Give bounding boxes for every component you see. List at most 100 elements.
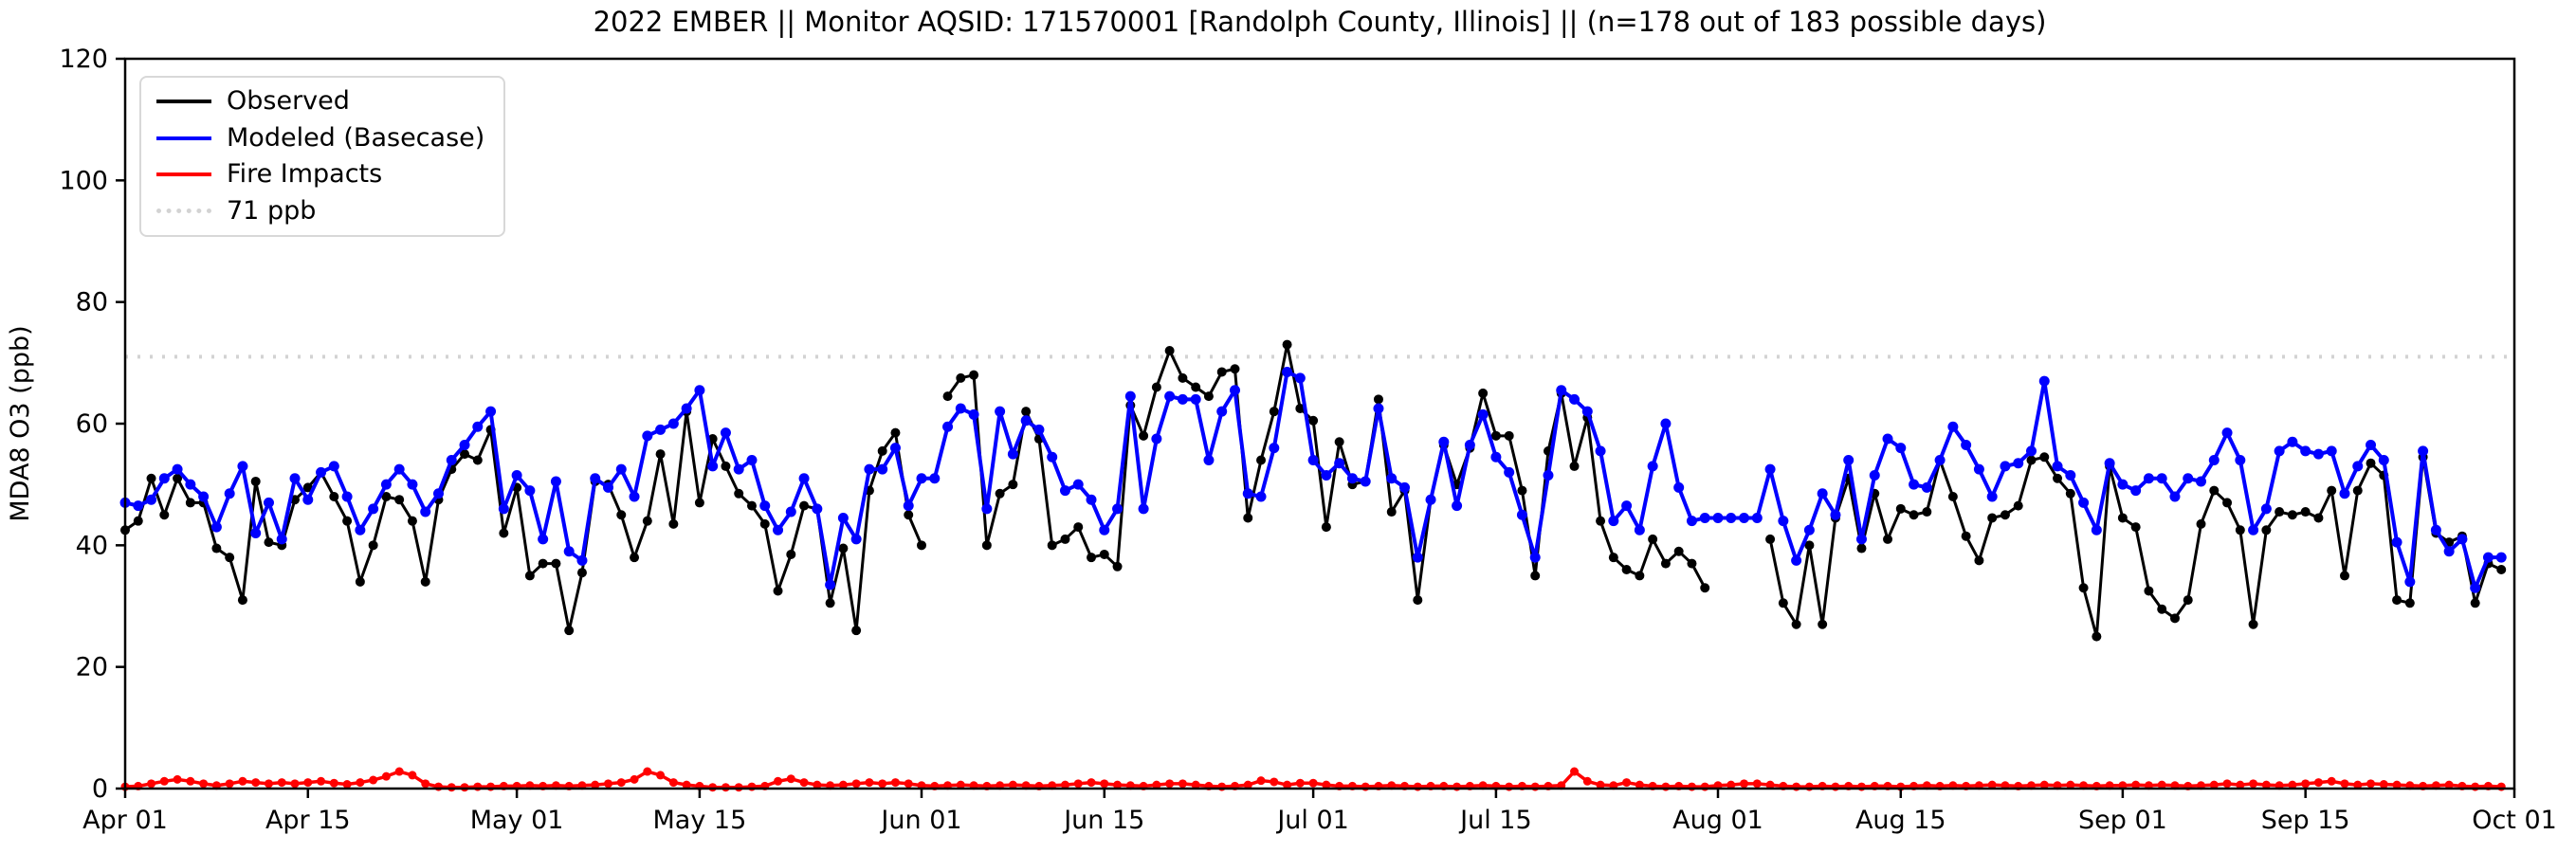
fire-impacts-series-marker — [394, 767, 404, 776]
observed-series-marker — [668, 518, 679, 529]
modeled-basecase--series-marker — [2013, 458, 2024, 469]
fire-impacts-series-marker — [708, 783, 718, 792]
observed-series-marker — [551, 558, 561, 569]
fire-impacts-series-marker — [2392, 780, 2402, 789]
fire-impacts-series-marker — [1570, 767, 1580, 776]
observed-series-marker — [1008, 480, 1018, 490]
x-tick-label: Aug 01 — [1672, 806, 1763, 835]
modeled-basecase--series-marker — [446, 455, 457, 465]
modeled-basecase--series-marker — [2391, 536, 2402, 548]
modeled-basecase--series-marker — [1778, 516, 1789, 527]
modeled-basecase--series-marker — [1386, 473, 1398, 484]
y-tick-label: 20 — [76, 653, 108, 682]
y-tick-label: 60 — [76, 409, 108, 439]
modeled-basecase--series-marker — [2312, 448, 2324, 460]
fire-impacts-series-marker — [199, 779, 209, 789]
observed-series-marker — [917, 540, 926, 551]
modeled-basecase--series-marker — [1490, 451, 1502, 463]
fire-impacts-series-marker — [1060, 780, 1069, 789]
modeled-basecase--series-marker — [172, 463, 183, 475]
observed-series-marker — [1621, 565, 1632, 574]
modeled-basecase--series-marker — [538, 534, 549, 545]
modeled-basecase--series-marker — [850, 534, 862, 545]
modeled-basecase--series-marker — [615, 463, 627, 475]
modeled-basecase--series-marker — [341, 491, 353, 502]
observed-series-marker — [1295, 403, 1306, 413]
observed-series-marker — [1700, 583, 1710, 593]
fire-impacts-series-marker — [173, 774, 182, 784]
observed-series-line — [1768, 455, 2502, 639]
observed-series-marker — [381, 492, 392, 501]
fire-impacts-series-marker — [1256, 776, 1266, 786]
modeled-basecase--series-marker — [746, 455, 758, 465]
observed-series-marker — [1478, 388, 1489, 398]
observed-series-marker — [2065, 488, 2075, 499]
modeled-basecase--series-marker — [1608, 516, 1619, 527]
observed-series-marker — [1804, 540, 1815, 551]
observed-series-marker — [460, 449, 470, 460]
fire-impacts-series-marker — [2366, 779, 2376, 789]
observed-series-marker — [2248, 619, 2258, 629]
modeled-basecase--series-marker — [2038, 375, 2050, 387]
observed-series-marker — [969, 370, 979, 380]
modeled-basecase--series-marker — [955, 403, 966, 414]
modeled-basecase--series-marker — [407, 479, 418, 490]
modeled-basecase--series-marker — [1581, 406, 1593, 417]
fire-impacts-series-marker — [1308, 778, 1318, 788]
modeled-basecase--series-marker — [1072, 479, 1084, 490]
observed-series-marker — [1974, 555, 1984, 566]
modeled-basecase--series-marker — [733, 463, 744, 475]
observed-series-marker — [355, 576, 365, 587]
modeled-basecase--series-marker — [2339, 488, 2350, 499]
fire-impacts-series-marker — [1622, 778, 1632, 788]
observed-series-marker — [2157, 604, 2167, 614]
modeled-basecase--series-marker — [1739, 512, 1750, 523]
observed-series-marker — [1243, 513, 1253, 523]
fire-impacts-series-marker — [1752, 779, 1762, 789]
x-tick-label: Apr 01 — [82, 806, 168, 835]
observed-series-marker — [2327, 485, 2337, 496]
observed-series-marker — [838, 543, 849, 554]
modeled-basecase--series-marker — [1712, 512, 1724, 523]
fire-impacts-series-marker — [460, 783, 469, 792]
modeled-basecase--series-marker — [485, 406, 497, 417]
modeled-basecase--series-marker — [1124, 390, 1136, 402]
modeled-basecase--series-marker — [942, 421, 954, 432]
modeled-basecase--series-marker — [667, 418, 679, 429]
observed-series-marker — [2275, 507, 2285, 517]
observed-series-marker — [420, 576, 430, 587]
observed-series-marker — [2209, 485, 2220, 496]
modeled-basecase--series-marker — [812, 503, 823, 515]
observed-series-marker — [2169, 613, 2180, 624]
modeled-basecase--series-marker — [1855, 534, 1867, 545]
x-tick-label: Jun 15 — [1062, 806, 1144, 835]
observed-series-marker — [1230, 364, 1240, 374]
modeled-basecase--series-marker — [655, 424, 667, 435]
modeled-basecase--series-marker — [2000, 461, 2011, 472]
observed-series-marker — [394, 495, 405, 505]
legend-line-sample — [156, 99, 211, 103]
modeled-basecase--series-marker — [2143, 473, 2154, 484]
observed-series-marker — [1282, 339, 1292, 350]
x-tick-label: May 01 — [470, 806, 564, 835]
observed-series-marker — [211, 543, 222, 554]
observed-series-marker — [773, 586, 783, 596]
observed-series-marker — [759, 518, 770, 529]
observed-series-marker — [1608, 553, 1618, 563]
modeled-basecase--series-marker — [929, 473, 941, 484]
legend-item-observed: Observed — [156, 87, 484, 116]
modeled-basecase--series-marker — [1334, 458, 1345, 469]
modeled-basecase--series-marker — [2482, 552, 2494, 563]
modeled-basecase--series-marker — [355, 524, 366, 535]
observed-series-marker — [1321, 522, 1331, 533]
modeled-basecase--series-marker — [603, 481, 614, 493]
fire-impacts-series-marker — [2353, 780, 2363, 789]
modeled-basecase--series-marker — [1647, 461, 1658, 472]
modeled-basecase--series-marker — [995, 406, 1006, 417]
observed-series-marker — [2404, 598, 2415, 608]
modeled-basecase--series-marker — [198, 491, 210, 502]
observed-series-marker — [1660, 558, 1671, 569]
fire-impacts-series-marker — [786, 774, 795, 784]
observed-series-marker — [2235, 525, 2245, 535]
legend-label: 71 ppb — [227, 196, 317, 227]
